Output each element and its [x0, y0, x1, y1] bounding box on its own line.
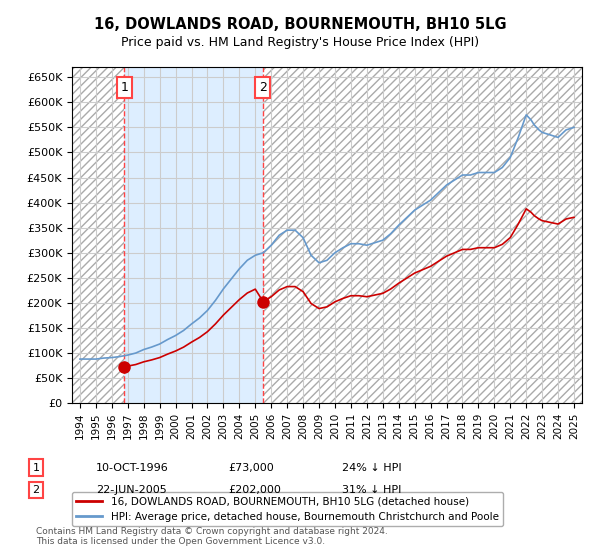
Text: 2: 2 — [259, 81, 267, 94]
Polygon shape — [72, 67, 124, 403]
Text: 16, DOWLANDS ROAD, BOURNEMOUTH, BH10 5LG: 16, DOWLANDS ROAD, BOURNEMOUTH, BH10 5LG — [94, 17, 506, 32]
Text: £202,000: £202,000 — [228, 485, 281, 495]
Text: 22-JUN-2005: 22-JUN-2005 — [96, 485, 167, 495]
Legend: 16, DOWLANDS ROAD, BOURNEMOUTH, BH10 5LG (detached house), HPI: Average price, d: 16, DOWLANDS ROAD, BOURNEMOUTH, BH10 5LG… — [72, 492, 503, 526]
Text: Price paid vs. HM Land Registry's House Price Index (HPI): Price paid vs. HM Land Registry's House … — [121, 36, 479, 49]
Bar — [124, 67, 263, 403]
Text: 1: 1 — [32, 463, 40, 473]
Text: 31% ↓ HPI: 31% ↓ HPI — [342, 485, 401, 495]
Polygon shape — [263, 67, 582, 403]
Text: 2: 2 — [32, 485, 40, 495]
Text: Contains HM Land Registry data © Crown copyright and database right 2024.
This d: Contains HM Land Registry data © Crown c… — [36, 526, 388, 546]
Text: 24% ↓ HPI: 24% ↓ HPI — [342, 463, 401, 473]
Text: 10-OCT-1996: 10-OCT-1996 — [96, 463, 169, 473]
Text: £73,000: £73,000 — [228, 463, 274, 473]
Text: 1: 1 — [121, 81, 128, 94]
